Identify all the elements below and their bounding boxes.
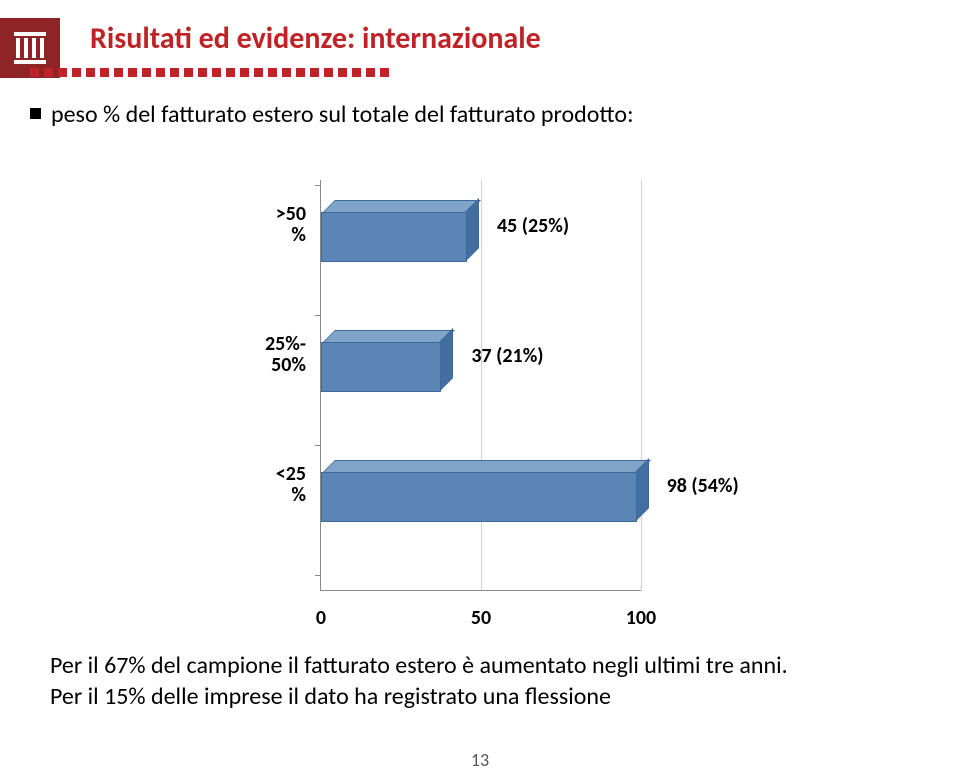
chart-plot-area: 45 (25%)>50%37 (21%)25%-50%98 (54%)<25%0… [320, 180, 641, 591]
bar-side-face [439, 328, 453, 392]
decorative-dot [198, 68, 207, 77]
bullet-line: peso % del fatturato estero sul totale d… [30, 100, 634, 130]
decorative-dot [366, 68, 375, 77]
decorative-dot [72, 68, 81, 77]
chart-bar [321, 320, 439, 400]
bullet-text: peso % del fatturato estero sul totale d… [51, 100, 634, 130]
bar-front [321, 342, 441, 392]
chart-value-label: 37 (21%) [471, 344, 543, 368]
chart-x-tick-label: 0 [301, 606, 341, 630]
chart-category-label: 25%-50% [241, 334, 306, 376]
decorative-dot [324, 68, 333, 77]
decorative-dot [128, 68, 137, 77]
chart-category-label: <25% [241, 464, 306, 506]
decorative-dot [212, 68, 221, 77]
bar-front [321, 472, 637, 522]
page-number: 13 [0, 749, 960, 771]
decorative-dot [338, 68, 347, 77]
slide-title: Risultati ed evidenze: internazionale [90, 20, 541, 57]
chart-category-tick [315, 575, 321, 576]
decorative-dot [58, 68, 67, 77]
decorative-dots-row [30, 68, 389, 77]
decorative-dot [240, 68, 249, 77]
decorative-dot [226, 68, 235, 77]
decorative-dot [170, 68, 179, 77]
decorative-dot [310, 68, 319, 77]
footer-line-2: Per il 15% delle imprese il dato ha regi… [50, 682, 611, 711]
decorative-dot [156, 68, 165, 77]
footer-line-1: Per il 67% del campione il fatturato est… [50, 651, 788, 680]
decorative-dot [352, 68, 361, 77]
chart-category-tick [315, 445, 321, 446]
chart-x-tick-label: 100 [621, 606, 661, 630]
chart-value-label: 45 (25%) [497, 214, 569, 238]
decorative-dot [30, 68, 39, 77]
decorative-dot [86, 68, 95, 77]
column-logo-icon [10, 28, 50, 68]
decorative-dot [296, 68, 305, 77]
chart-category-label: >50% [241, 204, 306, 246]
decorative-dot [100, 68, 109, 77]
decorative-dot [254, 68, 263, 77]
decorative-dot [142, 68, 151, 77]
decorative-dot [44, 68, 53, 77]
decorative-dot [268, 68, 277, 77]
chart-category-tick [315, 315, 321, 316]
bar-chart: 45 (25%)>50%37 (21%)25%-50%98 (54%)<25%0… [230, 170, 730, 640]
chart-bar [321, 190, 465, 270]
decorative-dot [184, 68, 193, 77]
decorative-dot [114, 68, 123, 77]
bar-front [321, 212, 467, 262]
chart-x-tick-label: 50 [461, 606, 501, 630]
chart-value-label: 98 (54%) [667, 474, 739, 498]
chart-bar [321, 450, 635, 530]
chart-gridline [641, 180, 642, 590]
decorative-dot [380, 68, 389, 77]
chart-category-tick [315, 185, 321, 186]
decorative-dot [282, 68, 291, 77]
footer-text: Per il 67% del campione il fatturato est… [50, 650, 788, 712]
bullet-marker-icon [30, 108, 41, 119]
